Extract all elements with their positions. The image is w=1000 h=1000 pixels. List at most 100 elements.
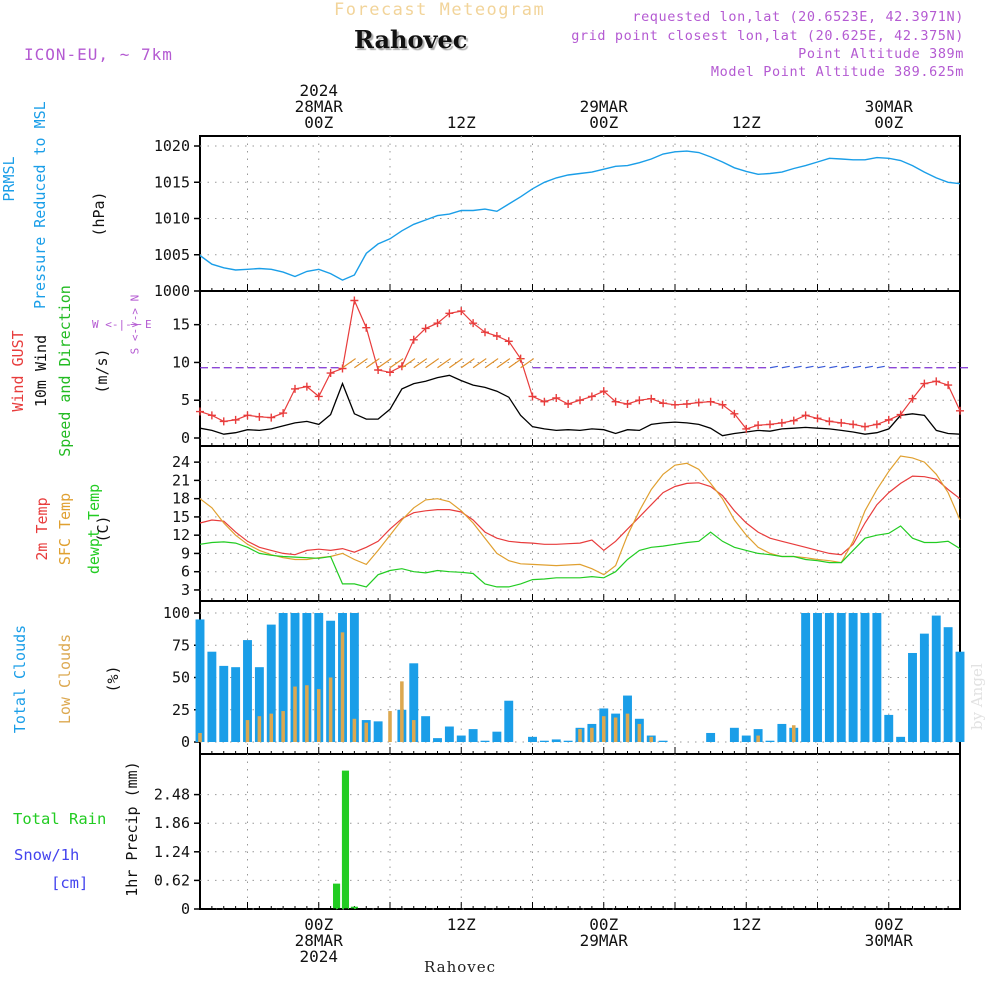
wind-direction-arrow (864, 365, 873, 369)
total-cloud-bar (207, 651, 217, 742)
pressure-msl-label: Pressure Reduced to MSL (31, 101, 49, 309)
ytick-label-wind: 5 (181, 391, 190, 409)
total-cloud-bar (860, 613, 870, 742)
top-time-label: 2024 (299, 81, 338, 100)
total-cloud-bar (373, 721, 383, 742)
pressure-line (199, 150, 961, 281)
wind-gust-marker (338, 364, 347, 373)
ytick-label-pressure: 1005 (154, 246, 190, 264)
compass-we: W <-|-> E (92, 318, 152, 331)
top-time-label: 00Z (304, 113, 333, 132)
wind-direction-arrow (377, 358, 392, 369)
total-cloud-bar (409, 663, 419, 742)
point-altitude: Point Altitude 389m (798, 46, 964, 62)
wind-gust-marker (576, 396, 584, 405)
total-cloud-bar (254, 667, 264, 742)
wind-direction-arrow (508, 358, 523, 369)
wind-direction-arrow (841, 365, 850, 369)
total-cloud-bar (943, 627, 953, 742)
wind-direction-arrow (460, 358, 475, 369)
low-cloud-bar (756, 735, 760, 742)
wind-gust-marker (421, 324, 430, 333)
ytick-label-precipitation: 1.24 (154, 843, 190, 861)
wind-direction-label: Speed and Direction (56, 285, 74, 457)
bottom-time-label: 30MAR (865, 931, 914, 950)
top-time-label: 12Z (447, 113, 476, 132)
total-cloud-bar (480, 740, 490, 742)
wind-gust-marker (314, 392, 323, 401)
ytick-label-temperature: 3 (181, 581, 190, 599)
total-cloud-bar (195, 619, 205, 742)
low-cloud-bar (411, 720, 416, 742)
wind-gust-marker (813, 414, 822, 423)
wind-direction-arrow (389, 358, 404, 369)
low-cloud-bar (613, 717, 618, 742)
meteogram-title: Forecast Meteogram (334, 0, 546, 20)
wind-gust-marker (196, 407, 204, 416)
total-cloud-bar (765, 740, 775, 742)
wind-gust-marker (825, 417, 834, 426)
wind-direction-arrow (449, 358, 463, 369)
wind-direction-arrow (769, 365, 778, 369)
low-cloud-bar (198, 732, 202, 742)
wind-gust-marker (599, 387, 608, 396)
wind-gust-label: Wind GUST (9, 330, 27, 412)
ytick-label-pressure: 1015 (154, 173, 190, 191)
total-cloud-bar (931, 615, 941, 742)
total-cloud-bar (848, 613, 858, 742)
wind-gust-marker (896, 410, 905, 419)
wind-gust-marker (362, 323, 371, 332)
watermark: by Angel (968, 663, 986, 730)
wind-gust-marker (742, 424, 751, 433)
ytick-label-temperature: 6 (181, 563, 190, 581)
wind-gust-marker (718, 400, 727, 409)
ytick-label-pressure: 1000 (154, 282, 190, 300)
wind-gust-marker (884, 415, 893, 424)
total-cloud-bar (551, 739, 561, 742)
wind-10m-line (199, 374, 961, 437)
compass-sn: S <-|-> N (128, 294, 142, 355)
top-time-label: 30MAR (865, 97, 914, 116)
wind-gust-marker (587, 392, 596, 401)
wind-10m-label: 10m Wind (32, 334, 50, 408)
panel-frame-precipitation (199, 753, 961, 910)
wind-gust-marker (801, 411, 810, 420)
temp-2m-label: 2m Temp (33, 497, 51, 561)
low-cloud-bar (601, 716, 606, 742)
total-cloud-bar (314, 613, 324, 742)
wind-gust-marker (944, 381, 953, 390)
wind-gust-marker (326, 369, 335, 378)
low-cloud-bar (400, 681, 404, 742)
wind-gust-marker (469, 319, 478, 328)
rain-legend: Total Rain (13, 810, 107, 828)
wind-gust-marker (504, 337, 513, 346)
wind-gust-marker (766, 420, 774, 429)
pressure-unit-label: (hPa) (90, 191, 108, 237)
footer-location: Rahovec (424, 958, 497, 976)
low-cloud-bar (352, 718, 357, 742)
bottom-time-label: 00Z (304, 915, 333, 934)
wind-gust-marker (255, 412, 264, 421)
ytick-label-precipitation: 0 (181, 900, 190, 918)
wind-direction-arrow (354, 358, 368, 369)
total-cloud-bar (813, 613, 822, 742)
ytick-label-temperature: 12 (172, 526, 190, 544)
rain-bar (350, 906, 358, 909)
wind-gust-marker (564, 400, 573, 408)
bottom-time-label: 2024 (299, 947, 338, 966)
wind-direction-arrow (401, 358, 416, 369)
wind-direction-arrow (413, 358, 428, 369)
ytick-label-pressure: 1010 (154, 210, 190, 228)
low-cloud-bar (305, 685, 309, 742)
wind-direction-arrow (365, 358, 380, 369)
wind-gust-marker (302, 382, 311, 391)
total-cloud-bar (824, 613, 834, 742)
total-cloud-bar (706, 732, 716, 742)
wind-gust-marker (445, 309, 454, 318)
low-cloud-bar (590, 727, 594, 742)
wind-gust-marker (552, 393, 561, 402)
ytick-label-wind: 10 (172, 353, 190, 371)
wind-gust-marker (243, 411, 252, 420)
low-cloud-bar (388, 711, 392, 742)
